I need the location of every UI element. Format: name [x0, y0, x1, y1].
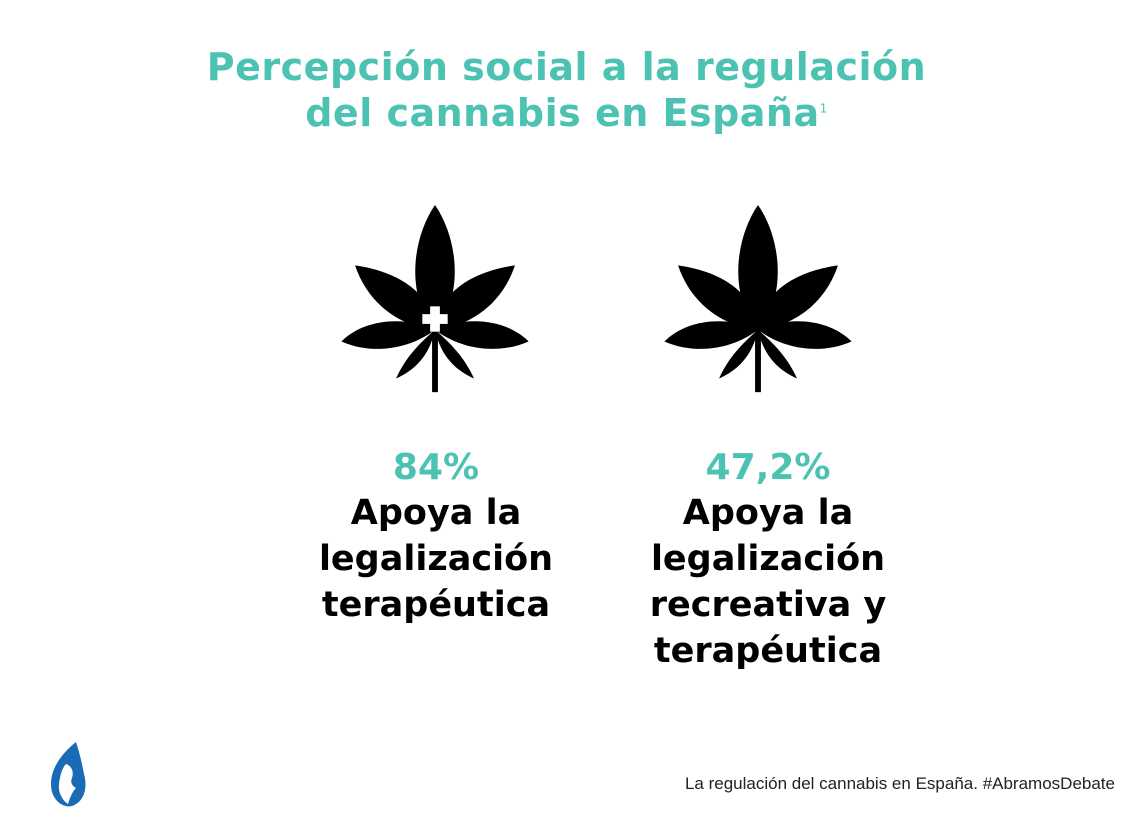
title-line-2-text: del cannabis en España [305, 91, 820, 135]
footer-hashtag: #AbramosDebate [982, 774, 1115, 793]
footer-text: La regulación del cannabis en España. [684, 774, 978, 793]
footer: La regulación del cannabis en España. #A… [685, 774, 1115, 794]
title-line-1: Percepción social a la regulación [206, 45, 927, 89]
stat-recreational: 47,2% Apoya la legalización recreativa y… [608, 446, 928, 674]
stat-percent: 84% [392, 447, 480, 488]
organization-logo-icon [51, 742, 86, 807]
title-line-2: del cannabis en España1 [0, 90, 1133, 136]
stat-percent: 47,2% [705, 447, 831, 488]
stat-therapeutic: 84% Apoya la legalización terapéutica [276, 446, 596, 628]
stat-description: Apoya la legalización terapéutica [318, 493, 554, 625]
cannabis-leaf-with-medical-cross-icon [341, 204, 529, 393]
cannabis-leaf-icon [664, 204, 852, 393]
page-title: Percepción social a la regulación del ca… [0, 44, 1133, 136]
footnote-mark: 1 [819, 101, 828, 116]
stat-description: Apoya la legalización recreativa y terap… [649, 493, 887, 671]
